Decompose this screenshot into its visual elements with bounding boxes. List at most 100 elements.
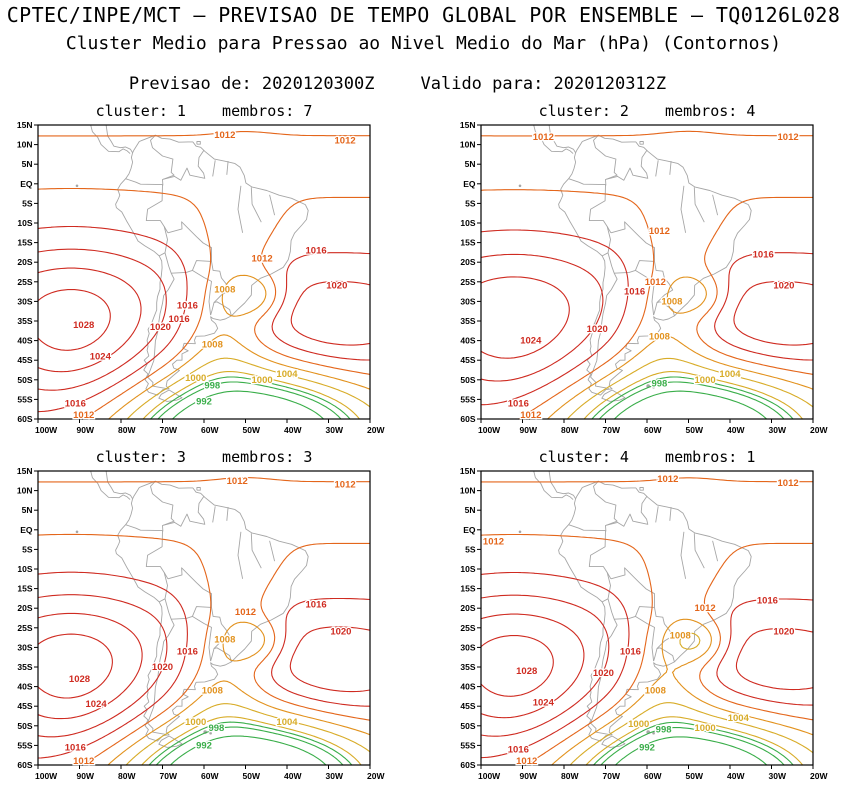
- svg-text:1012: 1012: [483, 537, 504, 548]
- svg-text:35S: 35S: [460, 662, 475, 672]
- svg-text:35S: 35S: [460, 316, 475, 326]
- svg-text:1028: 1028: [516, 666, 537, 677]
- cluster-panel-title: cluster: 4 membros: 1: [538, 448, 756, 466]
- svg-text:30S: 30S: [460, 296, 475, 306]
- svg-text:5N: 5N: [465, 159, 476, 169]
- svg-text:55S: 55S: [460, 740, 475, 750]
- svg-text:EQ: EQ: [20, 525, 33, 535]
- map-layer: [518, 470, 752, 748]
- page-subtitle: Cluster Medio para Pressao ao Nivel Medi…: [65, 33, 782, 54]
- svg-text:45S: 45S: [460, 701, 475, 711]
- cluster-panel: cluster: 2 membros: 4 15N 10N 5N EQ 5S 10S 15S…: [445, 102, 845, 440]
- svg-text:1016: 1016: [757, 595, 778, 606]
- svg-text:40W: 40W: [284, 425, 302, 435]
- svg-text:1008: 1008: [649, 332, 670, 343]
- svg-text:1020: 1020: [593, 668, 614, 679]
- svg-text:1000: 1000: [185, 717, 206, 728]
- svg-text:20S: 20S: [17, 257, 32, 267]
- cluster-panel-title: cluster: 1 membros: 7: [95, 102, 313, 120]
- svg-text:40W: 40W: [727, 771, 745, 781]
- svg-text:50W: 50W: [243, 425, 261, 435]
- svg-text:1000: 1000: [185, 373, 206, 384]
- svg-text:20W: 20W: [367, 425, 385, 435]
- svg-text:40S: 40S: [460, 336, 475, 346]
- svg-text:30W: 30W: [326, 425, 344, 435]
- svg-text:40S: 40S: [17, 682, 32, 692]
- svg-text:1004: 1004: [719, 369, 741, 380]
- cluster-panel-title: cluster: 2 membros: 4: [538, 102, 756, 120]
- svg-text:EQ: EQ: [463, 179, 476, 189]
- svg-text:1012: 1012: [214, 130, 235, 141]
- svg-text:30W: 30W: [769, 425, 787, 435]
- svg-text:15S: 15S: [460, 238, 475, 248]
- svg-text:10S: 10S: [17, 218, 32, 228]
- page-title: CPTEC/INPE/MCT — PREVISAO DE TEMPO GLOBA…: [6, 3, 841, 27]
- svg-text:1020: 1020: [326, 281, 347, 292]
- svg-text:10S: 10S: [17, 564, 32, 574]
- svg-text:35S: 35S: [17, 662, 32, 672]
- svg-text:20W: 20W: [810, 425, 828, 435]
- svg-text:1012: 1012: [516, 756, 537, 767]
- axes-layer: 15N 10N 5N EQ 5S 10S 15S 20S 25S 30S 35S 40S 45S 50S 5…: [17, 466, 386, 781]
- svg-text:55S: 55S: [17, 740, 32, 750]
- svg-text:45S: 45S: [460, 355, 475, 365]
- svg-text:15S: 15S: [460, 584, 475, 594]
- svg-text:1012: 1012: [778, 478, 799, 489]
- svg-text:1012: 1012: [533, 132, 554, 143]
- svg-text:80W: 80W: [561, 425, 579, 435]
- svg-text:1008: 1008: [202, 340, 223, 351]
- svg-text:10S: 10S: [460, 564, 475, 574]
- svg-text:1016: 1016: [169, 314, 190, 325]
- svg-text:30S: 30S: [17, 296, 32, 306]
- svg-text:1008: 1008: [214, 635, 235, 646]
- svg-text:1016: 1016: [306, 599, 327, 610]
- map-layer: [518, 124, 752, 402]
- svg-text:80W: 80W: [118, 425, 136, 435]
- svg-text:30W: 30W: [326, 771, 344, 781]
- svg-text:1016: 1016: [508, 398, 529, 409]
- svg-text:25S: 25S: [460, 277, 475, 287]
- svg-text:10N: 10N: [460, 486, 476, 496]
- contour-layer: [480, 130, 814, 420]
- svg-text:998: 998: [656, 725, 672, 736]
- svg-text:70W: 70W: [160, 425, 178, 435]
- svg-text:1012: 1012: [235, 607, 256, 618]
- svg-text:100W: 100W: [35, 771, 58, 781]
- svg-text:1004: 1004: [276, 369, 298, 380]
- forecast-init-label: Previsao de: 2020120300Z: [128, 74, 375, 94]
- svg-text:50W: 50W: [686, 771, 704, 781]
- svg-text:1024: 1024: [520, 336, 542, 347]
- svg-text:50S: 50S: [460, 375, 475, 385]
- svg-text:60S: 60S: [460, 760, 475, 770]
- svg-text:1020: 1020: [587, 324, 608, 335]
- svg-text:5S: 5S: [22, 544, 33, 554]
- svg-text:1012: 1012: [649, 226, 670, 237]
- svg-text:1008: 1008: [670, 631, 691, 642]
- svg-text:1024: 1024: [533, 697, 555, 708]
- cluster-panel: cluster: 3 membros: 3 15N 10N 5N EQ 5S 10S 15S…: [2, 448, 402, 786]
- svg-text:1016: 1016: [65, 398, 86, 409]
- svg-text:20S: 20S: [460, 603, 475, 613]
- svg-text:1008: 1008: [214, 285, 235, 296]
- svg-text:1012: 1012: [520, 410, 541, 421]
- svg-text:EQ: EQ: [463, 525, 476, 535]
- svg-text:1016: 1016: [624, 287, 645, 298]
- svg-text:25S: 25S: [460, 623, 475, 633]
- svg-text:1012: 1012: [227, 476, 248, 487]
- svg-text:20S: 20S: [460, 257, 475, 267]
- forecast-line: Previsao de: 2020120300Z Valido para: 20…: [0, 74, 821, 94]
- svg-text:20W: 20W: [367, 771, 385, 781]
- pressure-contour-map: 15N 10N 5N EQ 5S 10S 15S 20S 25S 30S 35S 40S 45S 50S 5…: [460, 466, 829, 781]
- svg-text:25S: 25S: [17, 277, 32, 287]
- svg-text:60S: 60S: [460, 414, 475, 424]
- svg-text:20W: 20W: [810, 771, 828, 781]
- contour-layer: [37, 477, 371, 766]
- cluster-panel: cluster: 1 membros: 7 15N 10N 5N EQ 5S 10S 15S…: [2, 102, 402, 440]
- svg-text:55S: 55S: [17, 394, 32, 404]
- svg-text:30S: 30S: [17, 642, 32, 652]
- svg-text:1012: 1012: [645, 277, 666, 288]
- svg-text:15S: 15S: [17, 584, 32, 594]
- svg-text:1016: 1016: [753, 249, 774, 260]
- svg-text:1008: 1008: [202, 686, 223, 697]
